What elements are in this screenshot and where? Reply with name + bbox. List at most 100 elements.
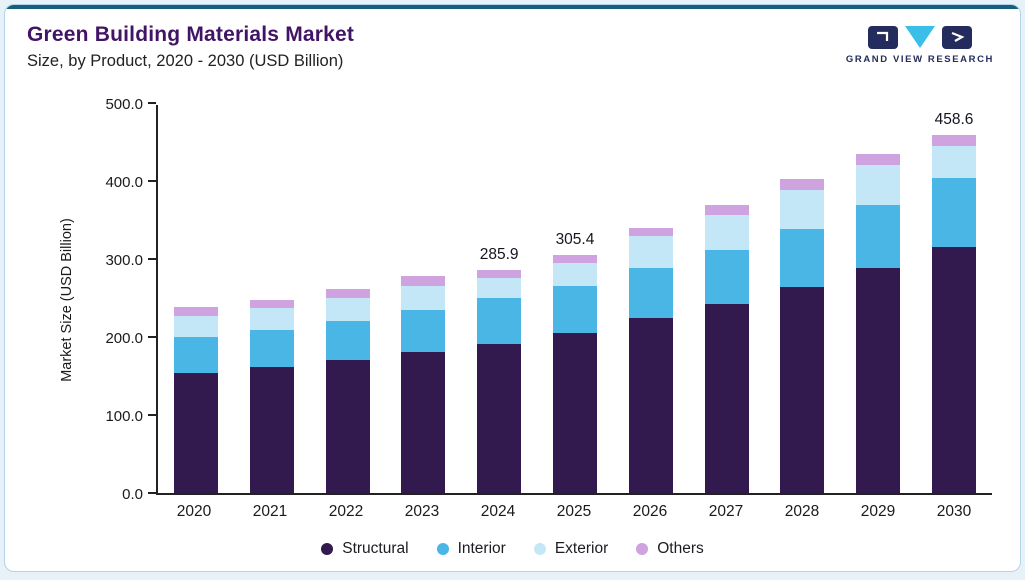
legend-dot-others bbox=[636, 543, 649, 555]
bar-segment-exterior-2024[interactable] bbox=[477, 277, 522, 299]
x-tick-label-2021: 2021 bbox=[252, 503, 288, 520]
bar-segment-structural-2026[interactable] bbox=[628, 318, 673, 493]
logo-triangle-icon bbox=[904, 26, 935, 48]
legend: Structural Interior Exterior Others bbox=[5, 540, 1020, 558]
bar-segment-others-2020[interactable] bbox=[173, 307, 218, 316]
y-tick-mark bbox=[148, 258, 156, 260]
stacked-bar-2024 bbox=[477, 270, 522, 493]
bar-segment-structural-2029[interactable] bbox=[856, 268, 901, 493]
bar-segment-exterior-2021[interactable] bbox=[249, 308, 294, 330]
bar-segment-others-2027[interactable] bbox=[704, 205, 749, 215]
legend-item-structural[interactable]: Structural bbox=[321, 540, 409, 558]
y-tick-mark bbox=[148, 102, 156, 104]
x-tick-label-2027: 2027 bbox=[708, 503, 744, 520]
x-axis: 2020 2021 2022 2023 2024 2025 2026 2027 2028 2029… bbox=[156, 503, 992, 521]
stacked-bar-2022 bbox=[325, 288, 370, 493]
y-tick-mark bbox=[148, 492, 156, 494]
bar-segment-structural-2023[interactable] bbox=[401, 351, 446, 493]
top-accent-bar bbox=[5, 5, 1020, 9]
grand-view-research-logo: GRAND VIEW RESEARCH bbox=[846, 25, 994, 65]
bar-segment-interior-2023[interactable] bbox=[401, 309, 446, 352]
bar-segment-others-2030[interactable] bbox=[932, 135, 977, 146]
bar-total-label-2024: 285.9 bbox=[479, 246, 519, 264]
bar-segment-exterior-2020[interactable] bbox=[173, 315, 218, 338]
bar-segment-interior-2020[interactable] bbox=[173, 337, 218, 373]
bar-segment-interior-2027[interactable] bbox=[704, 250, 749, 305]
bar-column-2030[interactable]: 458.6 bbox=[916, 111, 992, 493]
x-tick-label-2030: 2030 bbox=[936, 503, 972, 520]
bar-column-2021[interactable] bbox=[234, 299, 310, 493]
bar-segment-others-2026[interactable] bbox=[628, 227, 673, 237]
chart-header: Green Building Materials Market Size, by… bbox=[27, 23, 994, 71]
x-tick-label-2026: 2026 bbox=[632, 503, 668, 520]
bar-segment-interior-2030[interactable] bbox=[932, 177, 977, 247]
legend-label-structural: Structural bbox=[342, 540, 409, 557]
bar-segment-others-2025[interactable] bbox=[552, 254, 597, 264]
bar-segment-exterior-2023[interactable] bbox=[401, 285, 446, 310]
y-tick-label: 0.0 bbox=[122, 486, 143, 503]
bar-segment-structural-2021[interactable] bbox=[249, 367, 294, 493]
bar-segment-structural-2022[interactable] bbox=[325, 360, 370, 493]
bar-segment-interior-2029[interactable] bbox=[856, 205, 901, 269]
bar-segment-others-2022[interactable] bbox=[325, 288, 370, 299]
stacked-bar-2027 bbox=[704, 205, 749, 493]
legend-item-exterior[interactable]: Exterior bbox=[533, 540, 609, 558]
bar-segment-interior-2021[interactable] bbox=[249, 329, 294, 368]
bar-segment-exterior-2029[interactable] bbox=[856, 164, 901, 206]
legend-dot-exterior bbox=[533, 543, 546, 555]
bar-column-2022[interactable] bbox=[310, 288, 386, 493]
bar-segment-interior-2022[interactable] bbox=[325, 320, 370, 361]
logo-text: GRAND VIEW RESEARCH bbox=[845, 54, 994, 65]
bar-segment-structural-2027[interactable] bbox=[704, 304, 749, 493]
bar-segment-exterior-2028[interactable] bbox=[780, 189, 825, 230]
bar-segment-exterior-2025[interactable] bbox=[552, 263, 597, 286]
bar-segment-others-2028[interactable] bbox=[780, 179, 825, 190]
bar-segment-others-2029[interactable] bbox=[856, 153, 901, 165]
chart-card: Green Building Materials Market Size, by… bbox=[4, 4, 1021, 572]
bar-column-2020[interactable] bbox=[158, 307, 234, 493]
y-tick-label: 400.0 bbox=[105, 174, 143, 191]
stacked-bar-2025 bbox=[552, 254, 597, 493]
legend-dot-structural bbox=[321, 543, 334, 555]
y-tick-label: 100.0 bbox=[105, 408, 143, 425]
logo-marks bbox=[867, 25, 972, 49]
bar-segment-interior-2024[interactable] bbox=[477, 298, 522, 345]
legend-item-others[interactable]: Others bbox=[636, 540, 704, 558]
title-block: Green Building Materials Market Size, by… bbox=[27, 23, 354, 71]
x-tick-label-2028: 2028 bbox=[784, 503, 820, 520]
stacked-bar-2023 bbox=[401, 276, 446, 493]
bar-column-2024[interactable]: 285.9 bbox=[461, 246, 537, 493]
bar-segment-exterior-2026[interactable] bbox=[628, 236, 673, 269]
bar-segment-interior-2028[interactable] bbox=[780, 229, 825, 288]
bar-segment-others-2021[interactable] bbox=[249, 299, 294, 309]
x-tick-label-2025: 2025 bbox=[556, 503, 592, 520]
bar-segment-exterior-2027[interactable] bbox=[704, 214, 749, 251]
bar-column-2029[interactable] bbox=[840, 153, 916, 493]
bar-segment-structural-2020[interactable] bbox=[173, 372, 218, 493]
stacked-bar-2026 bbox=[628, 227, 673, 493]
y-tick-label: 300.0 bbox=[105, 252, 143, 269]
bar-column-2025[interactable]: 305.4 bbox=[537, 231, 613, 493]
bar-segment-structural-2030[interactable] bbox=[932, 246, 977, 493]
stacked-bar-2021 bbox=[249, 299, 294, 493]
bar-segment-exterior-2022[interactable] bbox=[325, 298, 370, 321]
bar-segment-structural-2025[interactable] bbox=[552, 333, 597, 493]
chart-subtitle: Size, by Product, 2020 - 2030 (USD Billi… bbox=[27, 52, 344, 70]
y-tick-mark bbox=[148, 414, 156, 416]
bar-segment-others-2024[interactable] bbox=[477, 270, 522, 278]
bar-segment-others-2023[interactable] bbox=[401, 276, 446, 286]
bar-column-2026[interactable] bbox=[613, 227, 689, 493]
legend-item-interior[interactable]: Interior bbox=[436, 540, 506, 558]
bar-segment-exterior-2030[interactable] bbox=[932, 145, 977, 178]
stacked-bar-2029 bbox=[856, 153, 901, 493]
bar-segment-interior-2026[interactable] bbox=[628, 268, 673, 319]
bar-column-2027[interactable] bbox=[689, 205, 765, 493]
legend-label-exterior: Exterior bbox=[554, 540, 609, 557]
bar-segment-interior-2025[interactable] bbox=[552, 285, 597, 334]
bar-column-2023[interactable] bbox=[385, 276, 461, 493]
y-tick-mark bbox=[148, 180, 156, 182]
bar-segment-structural-2028[interactable] bbox=[780, 287, 825, 493]
bar-column-2028[interactable] bbox=[765, 179, 841, 493]
y-tick-label: 500.0 bbox=[105, 96, 143, 113]
bar-segment-structural-2024[interactable] bbox=[477, 344, 522, 493]
